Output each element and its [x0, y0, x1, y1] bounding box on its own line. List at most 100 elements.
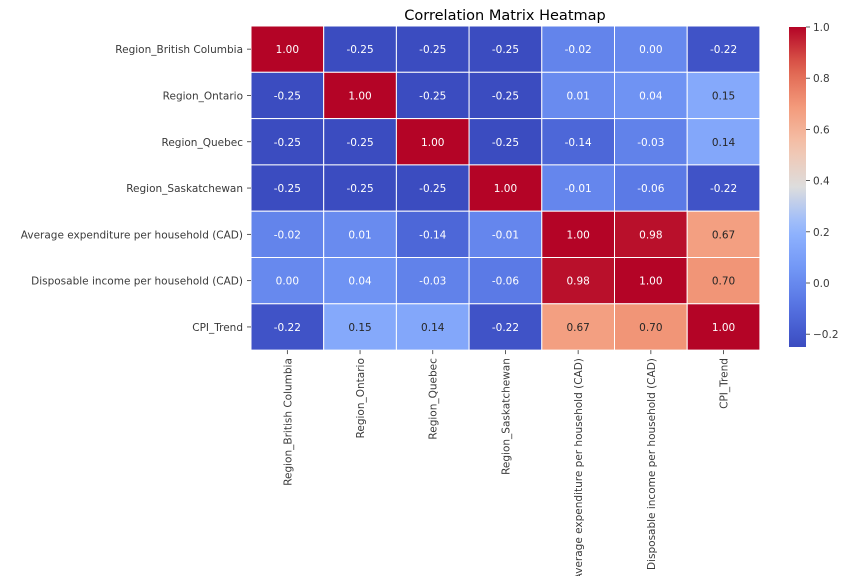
cell-value-label: -0.22 — [710, 44, 737, 56]
cell-value-label: -0.03 — [637, 137, 664, 149]
heatmap-cell — [686, 118, 761, 166]
cell-value-label: 0.14 — [421, 322, 445, 334]
cell-value-label: 0.01 — [348, 229, 371, 241]
cell-value-label: 0.04 — [639, 90, 663, 102]
row-label: Region_Saskatchewan — [126, 183, 243, 195]
cell-value-label: -0.02 — [565, 44, 592, 56]
cell-value-label: 0.15 — [348, 322, 371, 334]
column-labels: Region_British Columbia Region_Ontario Reg… — [282, 350, 731, 580]
cell-value-label: -0.25 — [492, 90, 519, 102]
heatmap-cell — [395, 210, 470, 258]
cell-value-label: -0.25 — [419, 44, 446, 56]
heatmap-cell — [686, 257, 761, 305]
heatmap-cell — [323, 257, 397, 305]
heatmap-cell — [686, 71, 761, 120]
heatmap-cell — [468, 303, 543, 351]
cell-value-label: -0.25 — [346, 44, 373, 56]
cell-value-label: -0.25 — [346, 183, 373, 195]
heatmap-cell — [250, 257, 325, 305]
row-label: Region_British Columbia — [115, 44, 243, 56]
colorbar-gradient — [789, 27, 806, 347]
cell-value-label: -0.25 — [492, 137, 519, 149]
cell-value-label: -0.06 — [637, 183, 664, 195]
cell-value-label: 0.00 — [276, 276, 299, 288]
heatmap-cell — [250, 303, 325, 351]
cell-value-label: -0.25 — [419, 90, 446, 102]
heatmap-cell — [468, 257, 543, 305]
heatmap-cell — [541, 71, 615, 120]
cell-value-label: -0.25 — [274, 90, 301, 102]
column-label: Region_British Columbia — [282, 358, 294, 486]
cell-value-label: 1.00 — [276, 44, 299, 56]
row-label: Region_Quebec — [162, 137, 244, 149]
cell-value-label: -0.01 — [492, 229, 519, 241]
column-label: Region_Quebec — [428, 358, 440, 440]
colorbar-tick-label: 0.2 — [813, 227, 830, 239]
heatmap-cell — [541, 118, 615, 166]
heatmap-cell — [614, 25, 688, 73]
cell-value-label: 0.98 — [639, 229, 662, 241]
row-label: Disposable income per household (CAD) — [31, 276, 243, 288]
cell-value-label: 1.00 — [566, 229, 589, 241]
cell-value-label: -0.22 — [274, 322, 301, 334]
cell-value-label: 1.00 — [494, 183, 517, 195]
heatmap-cell — [686, 303, 761, 351]
cell-value-label: -0.14 — [565, 137, 592, 149]
cell-value-label: 0.15 — [712, 90, 735, 102]
cell-value-label: -0.25 — [274, 183, 301, 195]
heatmap-cell — [686, 164, 761, 212]
heatmap-cell — [250, 25, 325, 73]
heatmap-cell — [395, 71, 470, 120]
heatmap-cell — [468, 164, 543, 212]
heatmap-cell — [614, 164, 688, 212]
heatmap-cells: 1.00 -0.25 -0.25 -0.25 -0.02 0.00 -0.22 -0.25 1.… — [250, 25, 761, 351]
cell-value-label: 0.98 — [566, 276, 589, 288]
cell-value-label: -0.02 — [274, 229, 301, 241]
heatmap-cell — [323, 164, 397, 212]
column-label: Disposable income per household (CAD) — [646, 358, 658, 570]
heatmap-cell — [614, 303, 688, 351]
cell-value-label: 0.04 — [348, 276, 372, 288]
cell-value-label: -0.03 — [419, 276, 446, 288]
chart-title: Correlation Matrix Heatmap — [404, 8, 605, 24]
heatmap-cell — [395, 25, 470, 73]
colorbar-tick-label: 0.6 — [813, 124, 830, 136]
cell-value-label: -0.01 — [565, 183, 592, 195]
colorbar-tick-label: 0.0 — [813, 278, 830, 290]
cell-value-label: -0.25 — [346, 137, 373, 149]
cell-value-label: 1.00 — [712, 322, 735, 334]
heatmap-cell — [395, 118, 470, 166]
cell-value-label: 1.00 — [421, 137, 444, 149]
row-label: Region_Ontario — [163, 90, 243, 102]
row-label: Average expenditure per household (CAD) — [21, 229, 243, 241]
column-label: CPI_Trend — [719, 358, 731, 409]
column-label: Average expenditure per household (CAD) — [573, 358, 585, 576]
cell-value-label: -0.14 — [419, 229, 446, 241]
heatmap-cell — [323, 118, 397, 166]
colorbar-tick-label: 1.0 — [813, 22, 830, 34]
heatmap-cell — [541, 257, 615, 305]
cell-value-label: 0.70 — [639, 322, 662, 334]
cell-value-label: 0.01 — [566, 90, 589, 102]
row-label: CPI_Trend — [192, 322, 243, 334]
heatmap-cell — [395, 303, 470, 351]
colorbar-tick-label: 0.8 — [813, 73, 830, 85]
row-labels: Region_British Columbia Region_Ontario Reg… — [21, 44, 251, 334]
column-label: Region_Ontario — [355, 358, 367, 438]
cell-value-label: -0.25 — [492, 44, 519, 56]
colorbar: 1.0 0.8 0.6 0.4 0.2 0.0 −0.2 — [789, 22, 839, 347]
cell-value-label: 0.70 — [712, 276, 735, 288]
cell-value-label: -0.22 — [710, 183, 737, 195]
cell-value-label: 1.00 — [348, 90, 371, 102]
column-label: Region_Saskatchewan — [500, 358, 512, 475]
heatmap-cell — [614, 118, 688, 166]
colorbar-tick-label: 0.4 — [813, 176, 830, 188]
cell-value-label: -0.25 — [419, 183, 446, 195]
cell-value-label: -0.22 — [492, 322, 519, 334]
cell-value-label: 0.67 — [566, 322, 589, 334]
heatmap-cell — [250, 210, 325, 258]
colorbar-tick-label: −0.2 — [813, 329, 839, 341]
cell-value-label: 0.67 — [712, 229, 735, 241]
